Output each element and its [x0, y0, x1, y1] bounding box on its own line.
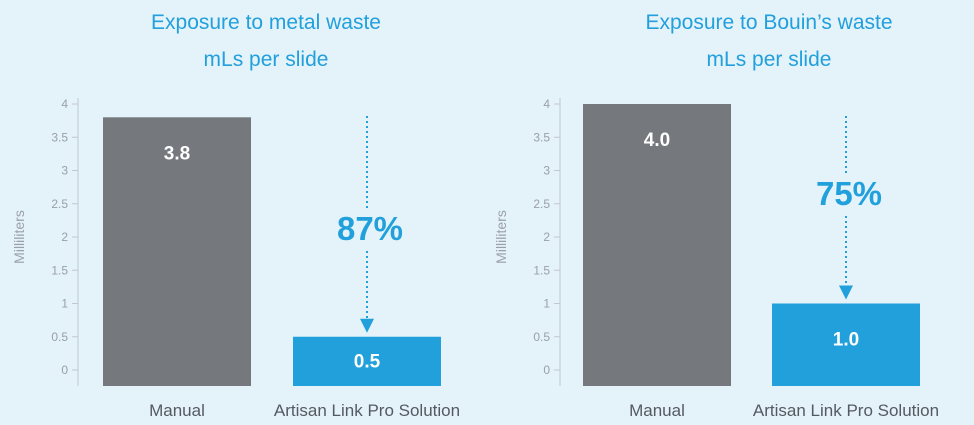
- bar-value-label: 0.5: [354, 351, 381, 372]
- y-tick-label: 3: [543, 164, 550, 178]
- y-tick-label: 4: [61, 97, 68, 111]
- chart-subtitle: mLs per slide: [204, 48, 329, 71]
- y-axis-label: Milliliters: [493, 210, 509, 264]
- y-tick-label: 1.5: [533, 263, 550, 277]
- y-tick-label: 2.5: [51, 197, 68, 211]
- percent-label-bg: [329, 210, 405, 250]
- y-tick-label: 1: [543, 297, 550, 311]
- bar-manual: [583, 104, 731, 386]
- y-tick-label: 0.5: [533, 330, 550, 344]
- chart-panel-2: Exposure to Bouin’s waste mLs per slide Mi…: [493, 11, 939, 420]
- bar-manual: [103, 117, 251, 387]
- y-tick-label: 2: [543, 230, 550, 244]
- x-category-label: Artisan Link Pro Solution: [753, 401, 939, 420]
- chart-title: Exposure to metal waste: [151, 11, 381, 34]
- reduction-percent-label: 87%: [337, 210, 403, 247]
- reduction-arrow-head: [839, 285, 853, 300]
- reduction-percent-label: 75%: [816, 175, 882, 212]
- y-tick-label: 1.5: [51, 263, 68, 277]
- y-tick-label: 2: [61, 230, 68, 244]
- y-tick-label: 3: [61, 164, 68, 178]
- x-category-label: Manual: [149, 401, 205, 420]
- bar-solution: [772, 303, 920, 386]
- y-axis-label: Milliliters: [11, 210, 27, 264]
- y-tick-label: 2.5: [533, 197, 550, 211]
- y-tick-label: 4: [543, 97, 550, 111]
- chart-title: Exposure to Bouin’s waste: [645, 11, 892, 34]
- chart-subtitle: mLs per slide: [707, 48, 832, 71]
- x-category-label: Manual: [629, 401, 685, 420]
- bar-solution: [293, 336, 441, 386]
- y-tick-label: 0: [543, 363, 550, 377]
- y-tick-label: 1: [61, 297, 68, 311]
- y-tick-label: 0: [61, 363, 68, 377]
- bar-value-label: 1.0: [833, 330, 859, 351]
- y-tick-label: 3.5: [533, 130, 550, 144]
- y-tick-label: 3.5: [51, 130, 68, 144]
- chart-panel-1: Exposure to metal waste mLs per slide Mill…: [11, 11, 460, 420]
- percent-label-bg: [808, 175, 884, 215]
- x-category-label: Artisan Link Pro Solution: [274, 401, 460, 420]
- bar-value-label: 3.8: [164, 143, 190, 164]
- reduction-arrow-head: [360, 318, 374, 333]
- bar-value-label: 4.0: [644, 130, 670, 151]
- y-tick-label: 0.5: [51, 330, 68, 344]
